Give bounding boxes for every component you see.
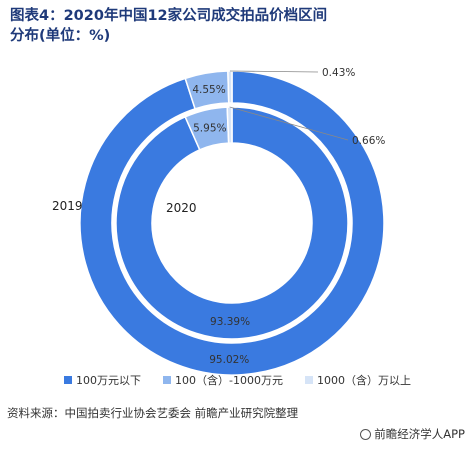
data-label-outer-2: 0.43% <box>322 67 355 79</box>
slice-outer-2 <box>227 70 233 104</box>
chart-legend: 100万元以下 100（含）-1000万元 1000（含）万以上 <box>0 372 475 388</box>
label-leader-line <box>229 106 349 141</box>
brand-label: 前瞻经济学人APP <box>374 427 465 441</box>
data-label-inner-0: 93.39% <box>210 316 250 328</box>
data-label-inner-1: 5.95% <box>193 123 226 135</box>
legend-item-over-10m: 1000（含）万以上 <box>304 372 411 388</box>
brand-icon <box>360 428 372 440</box>
source-note: 资料来源：中国拍卖行业协会艺委会 前瞻产业研究院整理 <box>7 406 299 420</box>
brand-credit: 前瞻经济学人APP <box>360 426 465 442</box>
slice-inner-2 <box>226 106 233 144</box>
legend-swatch <box>64 376 73 384</box>
legend-item-under-1m: 100万元以下 <box>64 372 141 388</box>
legend-swatch <box>163 376 172 384</box>
legend-item-1m-10m: 100（含）-1000万元 <box>163 372 283 388</box>
slice-outer-0 <box>79 70 385 376</box>
data-label-inner-2: 0.66% <box>352 135 385 147</box>
label-leader-line <box>229 70 319 73</box>
legend-label: 100万元以下 <box>76 374 142 387</box>
ring-outer <box>79 70 385 376</box>
series-name-2019: 2019 <box>52 199 83 213</box>
legend-label: 100（含）-1000万元 <box>175 374 283 387</box>
data-label-outer-1: 4.55% <box>192 84 225 96</box>
data-label-outer-0: 95.02% <box>209 354 249 366</box>
series-name-2020: 2020 <box>166 201 197 215</box>
legend-label: 1000（含）万以上 <box>316 374 411 387</box>
chart-title: 图表4：2020年中国12家公司成交拍品价档区间分布(单位：%) <box>10 8 328 44</box>
ring-inner <box>115 106 349 340</box>
legend-swatch <box>304 376 313 384</box>
slice-inner-0 <box>115 106 349 340</box>
